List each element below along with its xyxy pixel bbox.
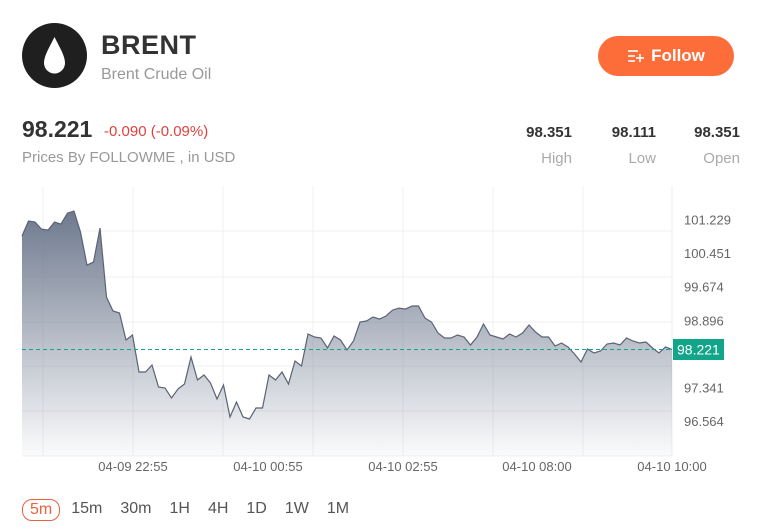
timeframe-1d[interactable]: 1D <box>246 500 267 517</box>
y-tick-label: 96.564 <box>684 414 724 429</box>
price-source: Prices By FOLLOWME , in USD <box>22 149 236 166</box>
x-tick-label: 04-10 08:00 <box>502 459 571 474</box>
timeframe-1m[interactable]: 1M <box>326 500 350 517</box>
stat-high: 98.351 High <box>492 124 572 167</box>
y-tick-label: 97.341 <box>684 381 724 396</box>
stat-low: 98.111 Low <box>576 124 656 167</box>
current-price: 98.221 <box>22 116 93 142</box>
timeframe-30m[interactable]: 30m <box>120 500 152 517</box>
timeframe-1w[interactable]: 1W <box>284 500 309 517</box>
price-chart[interactable]: 98.221 101.229 100.451 99.674 98.896 97.341 96… <box>0 0 762 480</box>
instrument-symbol: BRENT <box>101 30 197 60</box>
current-price-tag-label: 98.221 <box>677 342 720 358</box>
stat-label: High <box>541 150 572 167</box>
stat-open: 98.351 Open <box>660 124 740 167</box>
x-tick-label: 04-10 02:55 <box>368 459 437 474</box>
x-tick-label: 04-10 10:00 <box>637 459 706 474</box>
timeframe-selector: 5m 15m 30m 1H 4H 1D 1W 1M <box>22 499 360 521</box>
stat-value: 98.351 <box>526 124 572 141</box>
y-tick-label: 99.674 <box>684 280 724 295</box>
list-plus-icon <box>628 50 645 62</box>
stat-label: Open <box>703 150 740 167</box>
oil-drop-icon <box>22 23 87 88</box>
timeframe-1h[interactable]: 1H <box>169 500 190 517</box>
y-tick-label: 98.896 <box>684 313 724 328</box>
timeframe-5m[interactable]: 5m <box>22 499 61 521</box>
price-area-fill <box>22 211 672 456</box>
stat-value: 98.111 <box>611 124 656 141</box>
current-price-tag <box>673 339 724 361</box>
x-tick-label: 04-10 00:55 <box>233 459 302 474</box>
x-tick-label: 04-09 22:55 <box>98 459 167 474</box>
follow-button[interactable]: Follow <box>598 36 734 76</box>
y-tick-label: 100.451 <box>684 246 731 261</box>
follow-label: Follow <box>651 46 705 65</box>
timeframe-15m[interactable]: 15m <box>71 500 103 517</box>
price-change: -0.090 (-0.09%) <box>104 123 209 140</box>
stat-value: 98.351 <box>694 124 740 141</box>
y-tick-label: 101.229 <box>684 212 731 227</box>
stat-label: Low <box>628 150 656 167</box>
instrument-name: Brent Crude Oil <box>101 66 212 83</box>
timeframe-4h[interactable]: 4H <box>207 500 229 517</box>
